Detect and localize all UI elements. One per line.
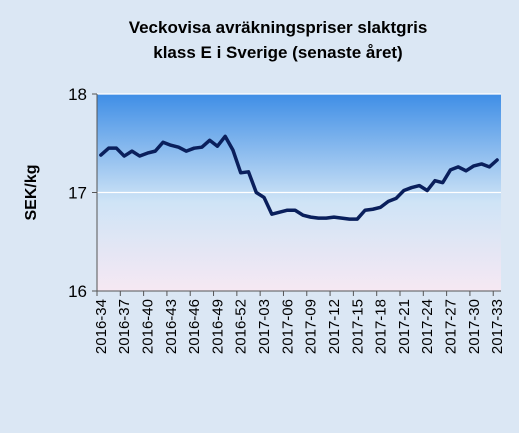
y-tick-label: 18 (68, 85, 87, 104)
x-tick-label: 2017-15 (349, 299, 366, 354)
x-axis: 2016-34 2016-37 2016-40 2016-43 2016-46 2016-… (93, 290, 506, 354)
x-tick-label: 2016-43 (163, 299, 180, 354)
x-tick-label: 2017-12 (326, 299, 343, 354)
x-tick-label: 2016-34 (93, 299, 110, 354)
y-tick-label: 16 (68, 282, 87, 301)
x-tick-label: 2016-46 (186, 299, 203, 354)
x-tick-label: 2017-24 (419, 299, 436, 354)
x-tick-label: 2016-52 (233, 299, 250, 354)
x-tick-label: 2017-30 (466, 299, 483, 354)
x-tick-label: 2017-21 (396, 299, 413, 354)
x-tick-label: 2016-40 (140, 299, 157, 354)
y-axis-label: SEK/kg (23, 164, 40, 220)
x-tick-label: 2017-06 (279, 299, 296, 354)
x-tick-label: 2017-09 (303, 299, 320, 354)
series-line (99, 134, 499, 221)
x-tick-label: 2017-18 (373, 299, 390, 354)
x-tick-label: 2016-49 (209, 299, 226, 354)
x-tick-label: 2017-33 (489, 299, 506, 354)
y-tick-label: 17 (68, 184, 87, 203)
chart-title-line-2: klass E i Sverige (senaste året) (153, 43, 402, 62)
y-axis: 16 17 18 (68, 85, 98, 301)
x-tick-label: 2016-37 (116, 299, 133, 354)
x-tick-label: 2017-03 (256, 299, 273, 354)
chart-title-line-1: Veckovisa avräkningspriser slaktgris (129, 18, 428, 37)
x-tick-label: 2017-27 (443, 299, 460, 354)
grid-layer (97, 93, 501, 194)
